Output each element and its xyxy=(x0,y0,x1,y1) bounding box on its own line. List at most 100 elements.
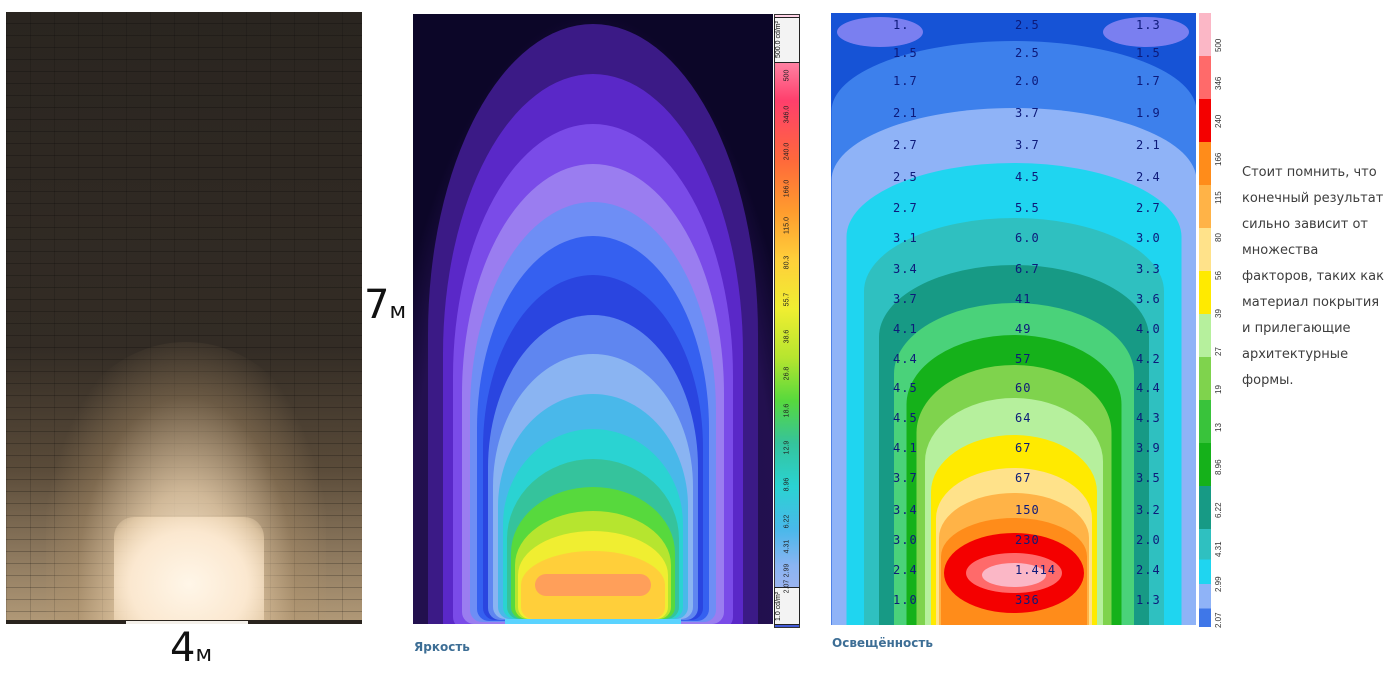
grid-value: 1.3 xyxy=(1136,593,1161,607)
width-unit: м xyxy=(195,642,213,667)
grid-value: 4.0 xyxy=(1136,322,1161,336)
illuminance-tick: 4.31 xyxy=(1214,541,1223,557)
grid-value: 3.4 xyxy=(893,262,918,276)
grid-value: 1.414 xyxy=(1015,563,1057,577)
height-value: 7 xyxy=(364,282,390,328)
luminance-tick: 80.3 xyxy=(783,255,791,270)
luminance-tick: 18.6 xyxy=(783,403,791,418)
width-dimension-label: 4м xyxy=(170,628,212,668)
grid-value: 2.7 xyxy=(1136,201,1161,215)
grid-value: 4.4 xyxy=(893,352,918,366)
grid-value: 1. xyxy=(893,18,910,32)
grid-value: 336 xyxy=(1015,593,1040,607)
grid-value: 3.9 xyxy=(1136,441,1161,455)
width-value: 4 xyxy=(170,625,196,671)
luminance-tick: 346.0 xyxy=(783,105,791,124)
luminance-tick: 6.22 xyxy=(783,514,791,529)
luminance-tick: 2.07 xyxy=(783,579,791,594)
height-dimension-label: 7м xyxy=(364,285,406,325)
grid-value: 150 xyxy=(1015,503,1040,517)
illuminance-tick: 19 xyxy=(1214,385,1223,394)
grid-value: 3.5 xyxy=(1136,471,1161,485)
illuminance-isolux-image: 1. 1.5 1.7 2.1 2.7 2.5 2.7 3.1 3.4 3.7 4… xyxy=(831,13,1196,625)
isolux-peak xyxy=(981,563,1046,587)
illuminance-tick: 27 xyxy=(1214,347,1223,356)
grid-value: 67 xyxy=(1015,471,1032,485)
luminance-false-color-image xyxy=(413,14,773,624)
isolux-corner-blob xyxy=(1103,17,1189,47)
grid-value: 41 xyxy=(1015,292,1032,306)
grid-value: 4.5 xyxy=(893,411,918,425)
grid-value: 6.7 xyxy=(1015,262,1040,276)
grid-value: 3.1 xyxy=(893,231,918,245)
luminance-tick: 240.0 xyxy=(783,142,791,161)
grid-value: 4.5 xyxy=(1015,170,1040,184)
grid-value: 3.3 xyxy=(1136,262,1161,276)
luminance-color-scale: 500.0 cd/m² 1.0 cd/m² 500 346.0 240.0 16… xyxy=(774,14,800,628)
luminance-tick: 38.6 xyxy=(783,329,791,344)
grid-value: 4.4 xyxy=(1136,381,1161,395)
illuminance-tick: 8.96 xyxy=(1214,459,1223,475)
grid-value: 230 xyxy=(1015,533,1040,547)
luminaire-strip xyxy=(126,621,248,624)
grid-value: 3.7 xyxy=(893,471,918,485)
grid-value: 3.2 xyxy=(1136,503,1161,517)
grid-value: 2.4 xyxy=(1136,563,1161,577)
illuminance-tick: 13 xyxy=(1214,423,1223,432)
grid-value: 3.0 xyxy=(1136,231,1161,245)
illuminance-caption: Освещённость xyxy=(832,636,933,650)
grid-value: 2.5 xyxy=(893,170,918,184)
illuminance-tick: 56 xyxy=(1214,271,1223,280)
grid-value: 4.3 xyxy=(1136,411,1161,425)
grid-value: 1.7 xyxy=(1136,74,1161,88)
illuminance-tick: 240 xyxy=(1214,114,1223,128)
grid-value: 4.5 xyxy=(893,381,918,395)
grid-value: 64 xyxy=(1015,411,1032,425)
luminance-tick: 500 xyxy=(783,69,791,82)
luminance-tick: 115.0 xyxy=(783,217,791,234)
luminance-caption: Яркость xyxy=(414,640,470,654)
luminance-floor-strip xyxy=(505,619,681,624)
isolux-corner-blob xyxy=(837,17,923,47)
luminance-tick: 26.8 xyxy=(783,366,791,381)
grid-value: 2.0 xyxy=(1015,74,1040,88)
luminance-peak xyxy=(535,574,651,596)
grid-value: 2.5 xyxy=(1015,46,1040,60)
light-core-glow xyxy=(114,517,264,624)
grid-value: 2.5 xyxy=(1015,18,1040,32)
illuminance-tick: 115 xyxy=(1214,191,1223,204)
grid-value: 3.0 xyxy=(893,533,918,547)
grid-value: 3.6 xyxy=(1136,292,1161,306)
illuminance-tick: 6.22 xyxy=(1214,502,1223,518)
grid-value: 2.4 xyxy=(1136,170,1161,184)
grid-value: 60 xyxy=(1015,381,1032,395)
luminance-tick: 8.96 xyxy=(783,477,791,492)
grid-value: 1.5 xyxy=(893,46,918,60)
illuminance-tick: 2.99 xyxy=(1214,576,1223,592)
illuminance-tick: 346 xyxy=(1214,76,1223,90)
illuminance-tick: 2.07 xyxy=(1214,612,1223,628)
grid-value: 1.5 xyxy=(1136,46,1161,60)
luminance-tick: 55.7 xyxy=(783,292,791,307)
grid-value: 4.1 xyxy=(893,441,918,455)
luminance-scale-max: 500.0 cd/m² xyxy=(774,17,800,63)
illuminance-tick: 80 xyxy=(1214,233,1223,242)
height-unit: м xyxy=(389,299,407,324)
grid-value: 2.0 xyxy=(1136,533,1161,547)
grid-value: 3.7 xyxy=(893,292,918,306)
grid-value: 67 xyxy=(1015,441,1032,455)
luminance-tick: 12.9 xyxy=(783,440,791,455)
grid-value: 6.0 xyxy=(1015,231,1040,245)
grid-value: 1.7 xyxy=(893,74,918,88)
illuminance-color-scale xyxy=(1199,13,1211,627)
illuminance-tick: 166 xyxy=(1214,152,1223,166)
illuminance-tick: 500 xyxy=(1214,38,1223,52)
wall-render-image xyxy=(6,12,362,624)
grid-value: 2.1 xyxy=(893,106,918,120)
grid-value: 3.7 xyxy=(1015,106,1040,120)
grid-value: 2.4 xyxy=(893,563,918,577)
grid-value: 5.5 xyxy=(1015,201,1040,215)
illuminance-tick: 39 xyxy=(1214,309,1223,318)
grid-value: 4.1 xyxy=(893,322,918,336)
grid-value: 4.2 xyxy=(1136,352,1161,366)
